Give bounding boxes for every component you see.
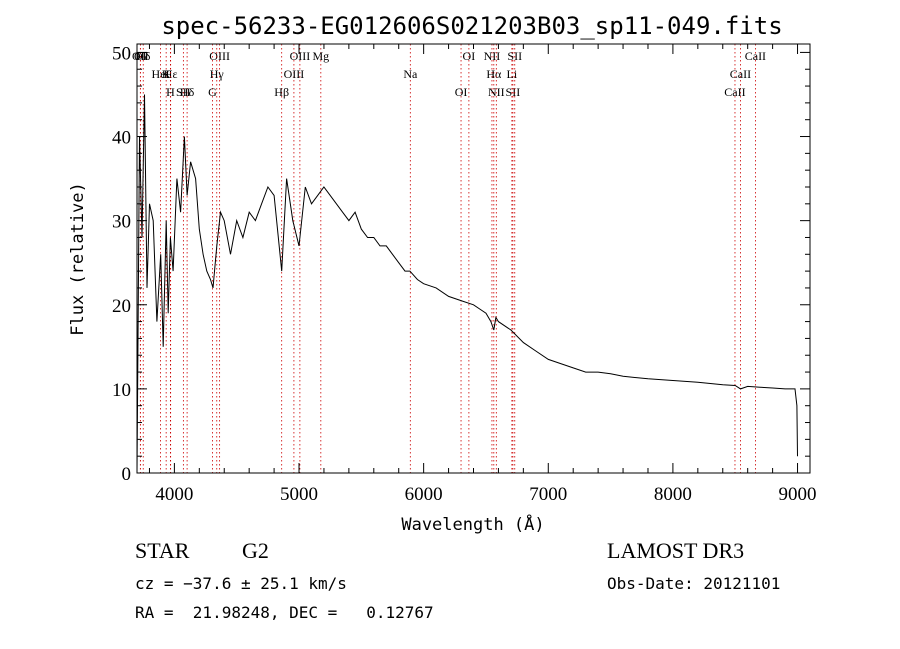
line-marker-label: CaII xyxy=(745,49,766,63)
plot-frame xyxy=(136,43,811,474)
line-marker-label: OI xyxy=(455,85,468,99)
x-tick-label: 9000 xyxy=(779,484,817,505)
line-marker-label: SII xyxy=(176,85,191,99)
survey-name: LAMOST DR3 xyxy=(607,538,745,563)
coordinates: RA = 21.98248, DEC = 0.12767 xyxy=(135,603,434,622)
line-marker-label: H xyxy=(166,85,175,99)
x-axis-ticks: 4000 5000 6000 7000 8000 9000 xyxy=(148,44,817,505)
line-marker-label: HeI xyxy=(152,67,170,81)
y-axis-ticks: 0 10 20 30 40 50 xyxy=(112,43,810,485)
line-marker-label: OII xyxy=(132,49,149,63)
y-tick-label: 50 xyxy=(112,43,131,64)
x-tick-label: 4000 xyxy=(155,484,193,505)
y-tick-label: 40 xyxy=(112,128,131,149)
line-marker-label: NII xyxy=(484,49,501,63)
line-marker-label: Hα xyxy=(486,67,502,81)
object-class: STAR xyxy=(135,538,190,563)
line-marker-label: Hε xyxy=(164,67,178,81)
line-marker-label: CaII xyxy=(724,85,745,99)
x-tick-label: 6000 xyxy=(405,484,443,505)
line-marker-label: Na xyxy=(403,67,418,81)
line-marker-label: Li xyxy=(507,67,518,81)
redshift-text: cz = −37.6 ± 25.1 km/s xyxy=(135,574,347,593)
line-marker-label: G xyxy=(208,85,217,99)
x-tick-label: 8000 xyxy=(654,484,692,505)
line-marker-label: CaII xyxy=(730,67,751,81)
line-marker-label: NII xyxy=(488,85,505,99)
line-marker-label: SII xyxy=(507,49,522,63)
line-marker-label: K xyxy=(162,67,171,81)
x-tick-label: 5000 xyxy=(280,484,318,505)
y-tick-label: 10 xyxy=(112,380,131,401)
line-marker-label: Hγ xyxy=(210,67,225,81)
line-marker-label: OI xyxy=(463,49,476,63)
x-tick-label: 7000 xyxy=(529,484,567,505)
obs-date: Obs-Date: 20121101 xyxy=(607,574,781,593)
x-axis-label: Wavelength (Å) xyxy=(401,513,544,535)
line-marker-label: SII xyxy=(506,85,521,99)
y-axis-label: Flux (relative) xyxy=(68,182,88,336)
spectral-subclass: G2 xyxy=(242,538,269,563)
y-tick-label: 0 xyxy=(122,464,132,485)
series-line xyxy=(136,94,798,474)
y-tick-label: 30 xyxy=(112,212,131,233)
line-markers: HδKHδOIHeISIIOIIHεHOIIIHγGOIIIOIIIHβMgNa… xyxy=(132,44,766,473)
line-marker-label: OIII xyxy=(284,67,305,81)
line-marker-label: Mg xyxy=(312,49,329,63)
line-marker-label: OIII xyxy=(290,49,311,63)
line-marker-label: OIII xyxy=(209,49,230,63)
line-marker-label: Hβ xyxy=(274,85,289,99)
chart-title: spec-56233-EG012606S021203B03_sp11-049.f… xyxy=(161,12,782,40)
spectrum-series xyxy=(136,94,798,474)
y-tick-label: 20 xyxy=(112,296,131,317)
